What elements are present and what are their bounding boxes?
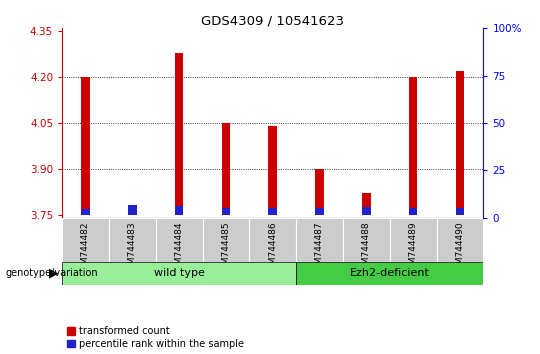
Bar — [82, 77, 90, 215]
Bar — [62, 262, 296, 285]
Text: GSM744489: GSM744489 — [409, 221, 417, 276]
Title: GDS4309 / 10541623: GDS4309 / 10541623 — [201, 14, 344, 27]
Text: GSM744488: GSM744488 — [362, 221, 371, 276]
Text: GSM744483: GSM744483 — [128, 221, 137, 276]
Bar — [249, 218, 296, 262]
Bar — [268, 126, 277, 215]
Bar — [456, 208, 464, 215]
Text: GSM744482: GSM744482 — [81, 221, 90, 276]
Text: GSM744487: GSM744487 — [315, 221, 324, 276]
Bar — [409, 208, 417, 215]
Bar — [128, 205, 137, 215]
Text: Ezh2-deficient: Ezh2-deficient — [350, 268, 430, 279]
Bar — [409, 77, 417, 215]
Text: ▶: ▶ — [49, 267, 58, 280]
Text: wild type: wild type — [154, 268, 205, 279]
Text: genotype/variation: genotype/variation — [5, 268, 98, 278]
Text: GSM744484: GSM744484 — [174, 221, 184, 276]
Legend: transformed count, percentile rank within the sample: transformed count, percentile rank withi… — [67, 326, 244, 349]
Bar — [202, 218, 249, 262]
Bar — [268, 208, 277, 215]
Text: GSM744486: GSM744486 — [268, 221, 277, 276]
Bar — [62, 218, 109, 262]
Bar — [296, 262, 483, 285]
Bar — [222, 208, 230, 215]
Bar — [456, 71, 464, 215]
Text: GSM744490: GSM744490 — [455, 221, 464, 276]
Bar — [156, 218, 202, 262]
Bar — [362, 193, 370, 215]
Bar — [315, 169, 323, 215]
Bar — [343, 218, 390, 262]
Bar — [362, 207, 370, 215]
Text: GSM744485: GSM744485 — [221, 221, 231, 276]
Bar — [222, 123, 230, 215]
Bar — [109, 218, 156, 262]
Bar — [175, 53, 183, 215]
Bar — [315, 208, 323, 215]
Bar — [390, 218, 436, 262]
Bar — [82, 209, 90, 215]
Bar — [175, 206, 183, 215]
Bar — [436, 218, 483, 262]
Bar — [296, 218, 343, 262]
